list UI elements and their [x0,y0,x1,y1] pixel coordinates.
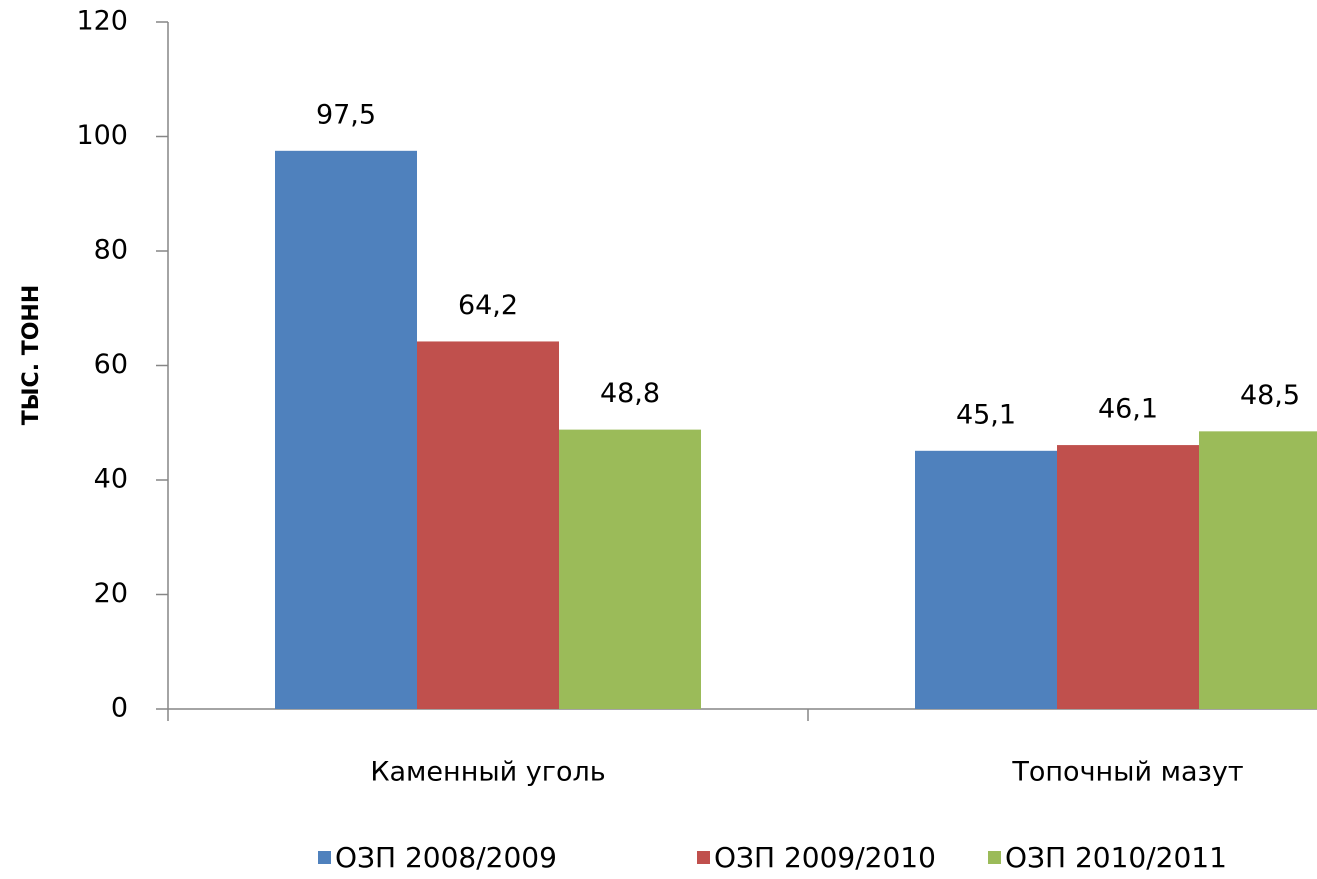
y-tick-label: 20 [94,578,128,609]
y-tick-label: 120 [76,6,128,37]
y-tick-label: 80 [94,235,128,266]
y-tick-label: 0 [111,693,128,724]
legend-label: ОЗП 2009/2010 [714,841,936,874]
bar [1199,431,1317,709]
data-label: 46,1 [1098,394,1158,425]
x-tick-label: Каменный уголь [370,757,605,788]
data-label: 48,5 [1240,380,1300,411]
bar [275,150,417,709]
data-label: 45,1 [956,399,1016,430]
y-axis-label: ТЫС. ТОНН [19,285,44,426]
data-label: 48,8 [600,378,660,409]
legend-swatch [988,851,1001,864]
data-label: 97,5 [316,99,376,130]
bar [559,429,701,709]
legend-swatch [697,851,710,864]
bar [1057,445,1199,709]
legend-swatch [318,851,331,864]
y-tick-label: 60 [94,349,128,380]
y-tick-label: 40 [94,464,128,495]
x-tick-label: Топочный мазут [1011,757,1243,788]
data-label: 64,2 [458,290,518,321]
bar [915,450,1057,709]
legend-label: ОЗП 2010/2011 [1005,841,1227,874]
bar [417,341,559,709]
legend-label: ОЗП 2008/2009 [335,841,557,874]
y-tick-label: 100 [76,120,128,151]
